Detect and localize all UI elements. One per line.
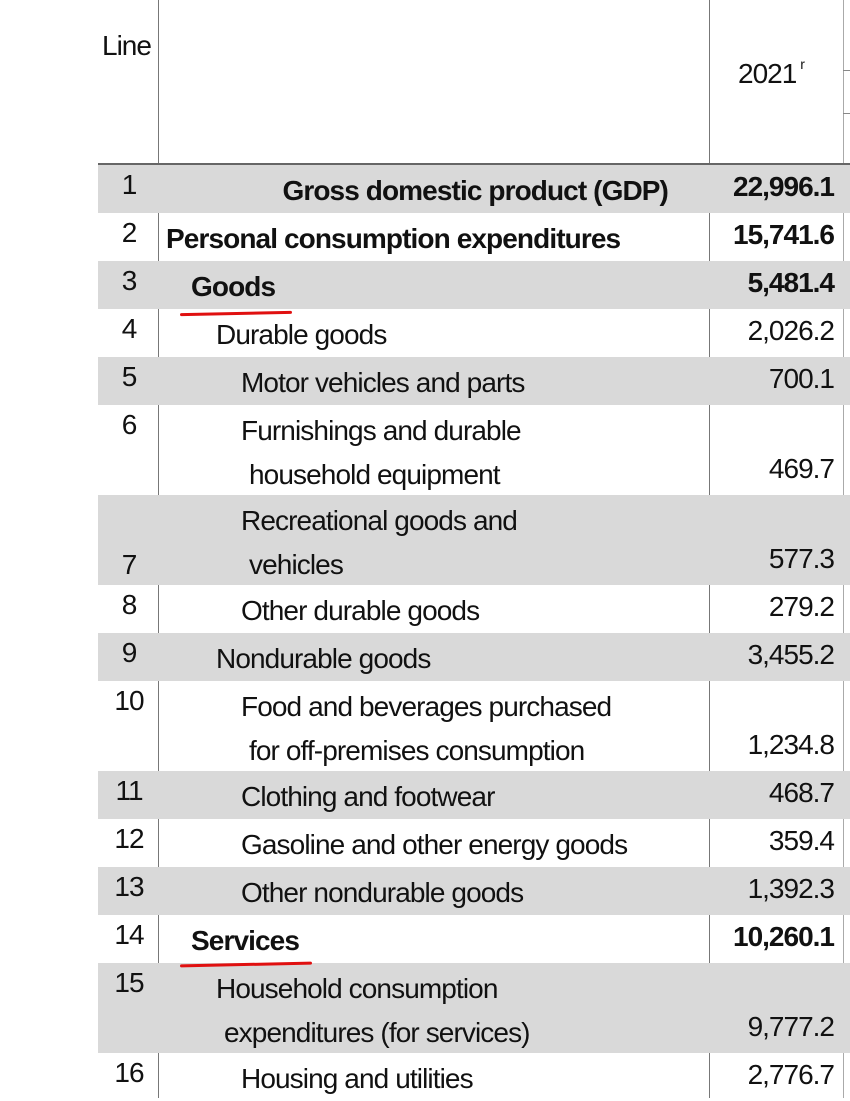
- table-row: 16 Housing and utilities 2,776.7: [98, 1053, 850, 1101]
- row-label-text: Durable goods: [216, 319, 387, 350]
- line-number: 4: [121, 313, 138, 344]
- line-number: 6: [121, 409, 138, 440]
- row-label: Durable goods: [216, 313, 387, 357]
- line-number: 12: [114, 823, 144, 854]
- table-row: 12 Gasoline and other energy goods 359.4: [98, 819, 850, 867]
- row-label: Gasoline and other energy goods: [241, 823, 628, 867]
- row-label: Gross domestic product (GDP): [282, 169, 668, 213]
- row-value: 3,455.2: [747, 639, 835, 670]
- header-tick: [843, 70, 850, 71]
- row-label: Housing and utilities: [241, 1057, 474, 1101]
- line-number: 1: [121, 169, 138, 200]
- row-label-text: Food and beverages purchased: [241, 691, 612, 722]
- table-row: 11 Clothing and footwear 468.7: [98, 771, 850, 819]
- row-label: Other durable goods: [241, 589, 480, 633]
- row-label-text: Services: [191, 925, 300, 956]
- row-value: 10,260.1: [733, 921, 835, 952]
- line-number: 14: [114, 919, 144, 950]
- table-body: 1 Gross domestic product (GDP) 22,996.1 2 Pe…: [98, 163, 850, 1101]
- row-value: 9,777.2: [747, 1011, 835, 1042]
- row-label-text: Nondurable goods: [216, 643, 431, 674]
- row-label-text: Personal consumption expenditures: [166, 223, 621, 254]
- row-label-text: for off-premises consumption: [249, 735, 585, 766]
- row-label-text: Furnishings and durable: [241, 415, 522, 446]
- table-row: 8 Other durable goods 279.2: [98, 585, 850, 633]
- table-row: 2 Personal consumption expenditures 15,741…: [98, 213, 850, 261]
- header-year-text: 2021: [738, 58, 797, 89]
- line-number: 3: [121, 265, 138, 296]
- line-number: 7: [121, 549, 138, 580]
- row-label: Other nondurable goods: [241, 871, 524, 915]
- line-number: 10: [114, 685, 144, 716]
- revised-note: r: [800, 56, 805, 72]
- table-row: 5 Motor vehicles and parts 700.1: [98, 357, 850, 405]
- row-label-text: Gasoline and other energy goods: [241, 829, 628, 860]
- row-value: 1,234.8: [747, 729, 835, 760]
- row-value: 15,741.6: [733, 219, 835, 250]
- row-label-text: Recreational goods and: [241, 505, 518, 536]
- row-label-text: Gross domestic product (GDP): [282, 175, 668, 206]
- row-label: Nondurable goods: [216, 637, 431, 681]
- line-number: 8: [121, 589, 138, 620]
- line-number: 13: [114, 871, 144, 902]
- row-label: Personal consumption expenditures: [166, 217, 621, 261]
- row-label: Recreational goods and vehicles: [241, 499, 518, 587]
- row-label: Motor vehicles and parts: [241, 361, 525, 405]
- row-value: 2,776.7: [747, 1059, 835, 1090]
- row-value: 469.7: [768, 453, 835, 484]
- table-row: 9 Nondurable goods 3,455.2: [98, 633, 850, 681]
- row-label-text: Clothing and footwear: [241, 781, 495, 812]
- table-row: 13 Other nondurable goods 1,392.3: [98, 867, 850, 915]
- row-value: 359.4: [768, 825, 835, 856]
- row-label-text: Household consumption: [216, 973, 498, 1004]
- table-row: 4 Durable goods 2,026.2: [98, 309, 850, 357]
- row-value: 700.1: [768, 363, 835, 394]
- line-number: 2: [121, 217, 138, 248]
- row-label: Household consumption expenditures (for s…: [216, 967, 531, 1055]
- row-label: Furnishings and durable household equipme…: [241, 409, 522, 497]
- header-tick: [843, 113, 850, 114]
- row-value: 1,392.3: [747, 873, 835, 904]
- table-row: 7 Recreational goods and vehicles 577.3: [98, 495, 850, 585]
- row-label-text: expenditures (for services): [224, 1017, 531, 1048]
- table-row: 10 Food and beverages purchased for off-pr…: [98, 681, 850, 771]
- row-value: 2,026.2: [747, 315, 835, 346]
- line-number: 15: [114, 967, 144, 998]
- header-year: 2021 r: [738, 56, 805, 90]
- line-number: 11: [115, 775, 143, 806]
- header-line: Line: [102, 30, 152, 61]
- table-row: 1 Gross domestic product (GDP) 22,996.1: [98, 163, 850, 213]
- table-row: 14 Services 10,260.1: [98, 915, 850, 968]
- row-label-text: household equipment: [249, 459, 501, 490]
- row-value: 577.3: [768, 543, 835, 574]
- row-label-text: Other nondurable goods: [241, 877, 524, 908]
- row-value: 5,481.4: [747, 267, 835, 298]
- table-row: 15 Household consumption expenditures (for…: [98, 963, 850, 1053]
- row-label-text: vehicles: [249, 549, 344, 580]
- table-row: 6 Furnishings and durable household equipm…: [98, 405, 850, 495]
- row-label: Goods: [191, 265, 276, 309]
- row-label-text: Motor vehicles and parts: [241, 367, 525, 398]
- row-label: Services: [191, 919, 300, 963]
- table-row: 3 Goods 5,481.4: [98, 261, 850, 317]
- row-value: 468.7: [768, 777, 835, 808]
- row-value: 22,996.1: [733, 171, 835, 202]
- row-label-text: Other durable goods: [241, 595, 480, 626]
- row-label-text: Housing and utilities: [241, 1063, 474, 1094]
- line-number: 5: [121, 361, 138, 392]
- row-label: Food and beverages purchased for off-prem…: [241, 685, 612, 773]
- line-number: 16: [114, 1057, 144, 1088]
- row-label: Clothing and footwear: [241, 775, 495, 819]
- line-number: 9: [121, 637, 138, 668]
- row-value: 279.2: [768, 591, 835, 622]
- row-label-text: Goods: [191, 271, 276, 302]
